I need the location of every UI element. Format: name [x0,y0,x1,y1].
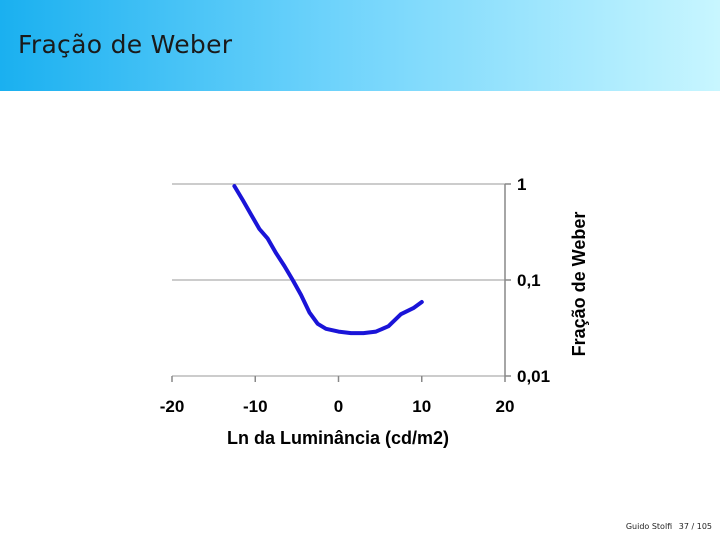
gridlines [172,183,505,377]
title-banner [0,0,720,91]
y-tick-labels: 1 0,1 0,01 [517,175,550,386]
y-axis-label: Fração de Weber [569,212,589,357]
slide-title: Fração de Weber [18,30,233,59]
x-tick-label: 0 [334,397,343,416]
slide-footer: Guido Stolfi 37 / 105 [622,522,712,531]
y-tick-label: 0,1 [517,271,541,290]
axes [171,183,511,382]
x-tick-label: -20 [160,397,185,416]
series-line [232,184,424,336]
footer-author: Guido Stolfi [625,522,673,531]
x-tick-labels: -20 -10 0 10 20 [160,397,515,416]
footer-page-number: 37 / 105 [678,522,712,531]
x-tick-label: -10 [243,397,268,416]
y-tick-label: 0,01 [517,367,550,386]
y-tick-label: 1 [517,175,526,194]
x-tick-label: 10 [412,397,431,416]
x-tick-label: 20 [496,397,515,416]
x-axis-label: Ln da Luminância (cd/m2) [227,428,449,448]
series-layer [232,184,424,336]
